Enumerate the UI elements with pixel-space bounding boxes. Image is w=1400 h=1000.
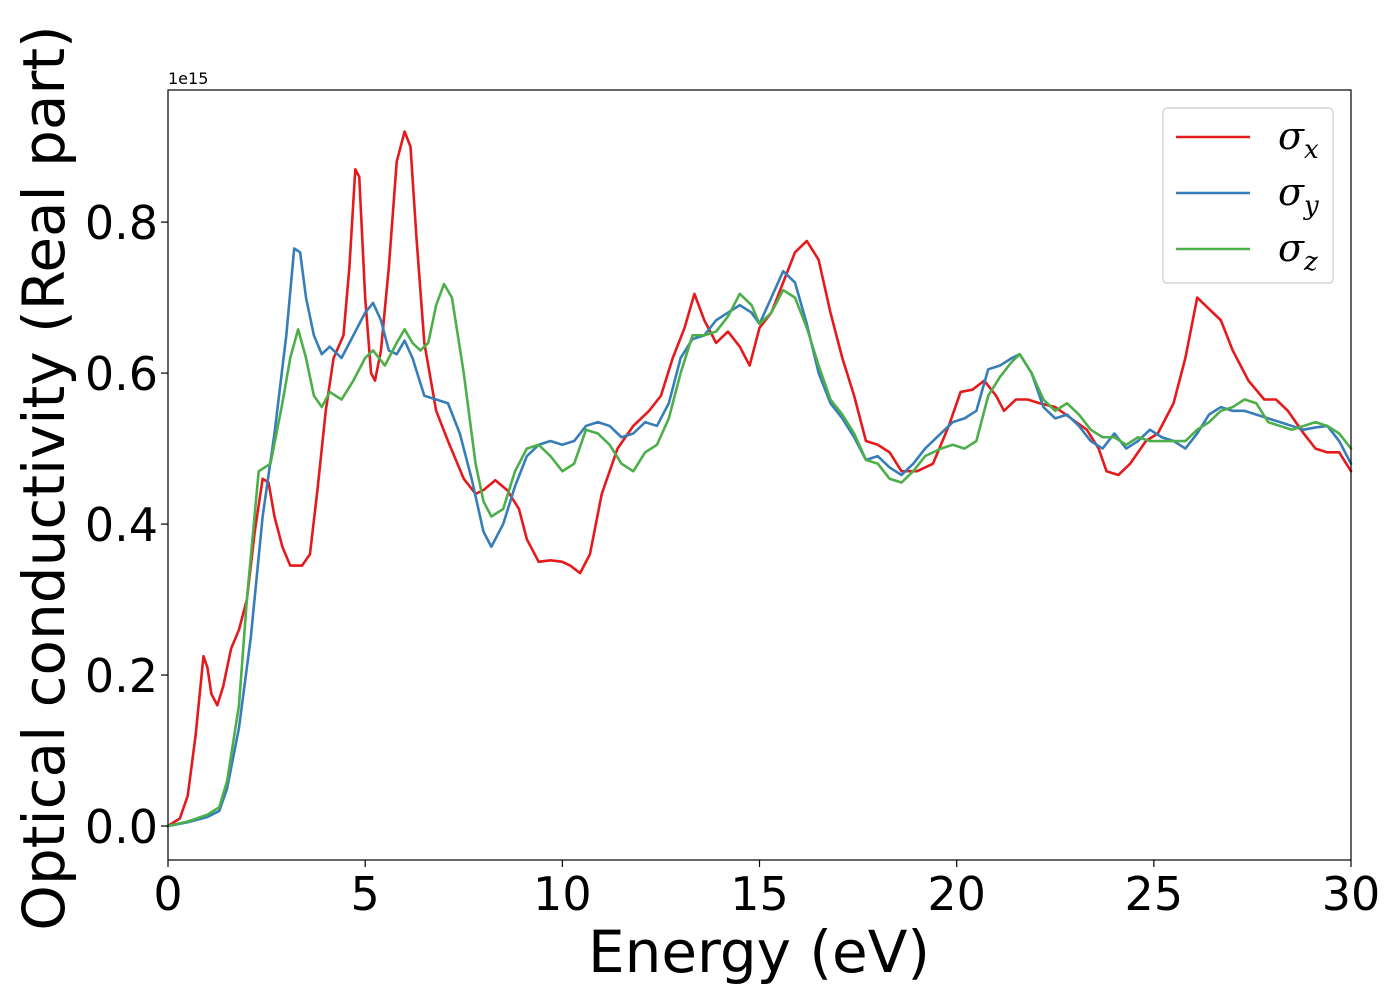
y-tick-label: 0.8	[85, 196, 158, 250]
series-line-y	[166, 247, 1353, 828]
y-axis-label: Optical conductivity (Real part)	[10, 25, 78, 930]
y-tick-label: 0.2	[85, 649, 158, 703]
series-line-x	[166, 130, 1353, 828]
y-offset-label: 1e15	[168, 69, 208, 88]
y-axis: 0.0 0.2 0.4 0.6 0.8	[85, 196, 168, 854]
legend-box	[1162, 107, 1334, 284]
legend-subscript-x: x	[1304, 135, 1319, 165]
x-tick-label: 20	[927, 867, 986, 921]
legend-subscript-y: y	[1303, 191, 1319, 221]
x-tick-label: 15	[730, 867, 789, 921]
x-axis-label: Energy (eV)	[588, 918, 930, 986]
x-axis: 0 5 10 15 20 25 30	[153, 860, 1380, 921]
x-tick-label: 30	[1322, 867, 1381, 921]
y-tick-label: 0.0	[85, 800, 158, 854]
y-tick-label: 0.4	[85, 498, 158, 552]
y-tick-label: 0.6	[85, 347, 158, 401]
x-tick-label: 25	[1125, 867, 1184, 921]
x-tick-label: 10	[533, 867, 592, 921]
x-tick-label: 0	[153, 867, 182, 921]
plot-background	[168, 90, 1351, 860]
series-line-z	[166, 282, 1353, 828]
x-tick-label: 5	[351, 867, 380, 921]
legend-subscript-z: z	[1303, 247, 1318, 277]
series-layer	[166, 130, 1353, 828]
